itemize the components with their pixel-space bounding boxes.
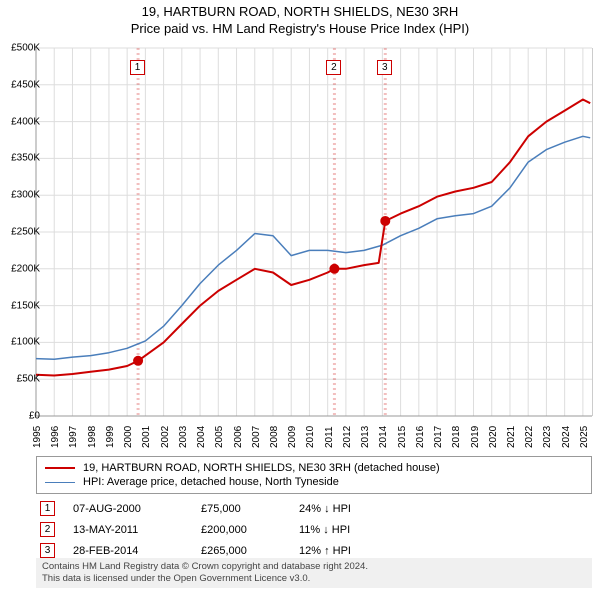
x-tick-label: 2010 bbox=[305, 426, 316, 448]
sale-date: 28-FEB-2014 bbox=[73, 545, 183, 557]
x-tick-label: 2022 bbox=[524, 426, 535, 448]
legend-swatch bbox=[45, 467, 75, 469]
y-tick-label: £250K bbox=[11, 227, 40, 238]
x-tick-label: 2023 bbox=[542, 426, 553, 448]
x-tick-label: 2016 bbox=[415, 426, 426, 448]
address-title: 19, HARTBURN ROAD, NORTH SHIELDS, NE30 3… bbox=[0, 4, 600, 21]
y-tick-label: £400K bbox=[11, 116, 40, 127]
x-tick-label: 2020 bbox=[488, 426, 499, 448]
legend-label: 19, HARTBURN ROAD, NORTH SHIELDS, NE30 3… bbox=[83, 462, 440, 474]
x-tick-label: 2025 bbox=[579, 426, 590, 448]
y-tick-label: £0 bbox=[29, 411, 40, 422]
y-tick-label: £450K bbox=[11, 79, 40, 90]
y-tick-label: £350K bbox=[11, 153, 40, 164]
x-tick-label: 1996 bbox=[50, 426, 61, 448]
footer-line-1: Contains HM Land Registry data © Crown c… bbox=[42, 561, 586, 573]
sale-row: 1 07-AUG-2000 £75,000 24% ↓ HPI bbox=[36, 498, 592, 519]
sale-row-marker: 1 bbox=[40, 501, 55, 516]
x-tick-label: 2002 bbox=[160, 426, 171, 448]
y-tick-label: £200K bbox=[11, 263, 40, 274]
y-tick-label: £50K bbox=[17, 374, 40, 385]
sale-price: £200,000 bbox=[201, 524, 281, 536]
sale-row-marker: 3 bbox=[40, 543, 55, 558]
y-tick-label: £150K bbox=[11, 300, 40, 311]
x-tick-label: 2008 bbox=[269, 426, 280, 448]
sale-date: 13-MAY-2011 bbox=[73, 524, 183, 536]
x-tick-label: 1998 bbox=[87, 426, 98, 448]
x-tick-label: 2018 bbox=[451, 426, 462, 448]
y-tick-label: £500K bbox=[11, 43, 40, 54]
x-tick-label: 2017 bbox=[433, 426, 444, 448]
x-tick-label: 2001 bbox=[141, 426, 152, 448]
x-tick-label: 2013 bbox=[360, 426, 371, 448]
sale-hpi-delta: 12% ↑ HPI bbox=[299, 545, 592, 557]
y-tick-label: £100K bbox=[11, 337, 40, 348]
x-tick-label: 2019 bbox=[470, 426, 481, 448]
sale-row: 2 13-MAY-2011 £200,000 11% ↓ HPI bbox=[36, 519, 592, 540]
x-tick-label: 2000 bbox=[123, 426, 134, 448]
x-tick-label: 1999 bbox=[105, 426, 116, 448]
x-tick-label: 2006 bbox=[233, 426, 244, 448]
x-tick-label: 2011 bbox=[324, 426, 335, 448]
x-tick-label: 1995 bbox=[32, 426, 43, 448]
legend-row: 19, HARTBURN ROAD, NORTH SHIELDS, NE30 3… bbox=[45, 461, 583, 475]
sale-hpi-delta: 24% ↓ HPI bbox=[299, 503, 592, 515]
chart-legend: 19, HARTBURN ROAD, NORTH SHIELDS, NE30 3… bbox=[36, 456, 592, 494]
footer-line-2: This data is licensed under the Open Gov… bbox=[42, 573, 586, 585]
x-tick-label: 2005 bbox=[214, 426, 225, 448]
chart-titles: 19, HARTBURN ROAD, NORTH SHIELDS, NE30 3… bbox=[0, 0, 600, 38]
x-tick-label: 2014 bbox=[378, 426, 389, 448]
chart-plot-area bbox=[36, 48, 593, 416]
x-tick-label: 2007 bbox=[251, 426, 262, 448]
x-tick-label: 2003 bbox=[178, 426, 189, 448]
sale-hpi-delta: 11% ↓ HPI bbox=[299, 524, 592, 536]
chart-container: 19, HARTBURN ROAD, NORTH SHIELDS, NE30 3… bbox=[0, 0, 600, 590]
x-tick-label: 2015 bbox=[397, 426, 408, 448]
x-tick-label: 2021 bbox=[506, 426, 517, 448]
sale-row-marker: 2 bbox=[40, 522, 55, 537]
sale-marker-box: 3 bbox=[377, 60, 392, 75]
sales-table: 1 07-AUG-2000 £75,000 24% ↓ HPI 2 13-MAY-2011… bbox=[36, 498, 592, 561]
x-tick-label: 2009 bbox=[287, 426, 298, 448]
legend-label: HPI: Average price, detached house, Nort… bbox=[83, 476, 339, 488]
sale-marker-box: 1 bbox=[130, 60, 145, 75]
x-tick-label: 2024 bbox=[561, 426, 572, 448]
x-tick-label: 2012 bbox=[342, 426, 353, 448]
data-attribution-footer: Contains HM Land Registry data © Crown c… bbox=[36, 558, 592, 588]
legend-row: HPI: Average price, detached house, Nort… bbox=[45, 475, 583, 489]
x-tick-label: 2004 bbox=[196, 426, 207, 448]
sale-marker-box: 2 bbox=[326, 60, 341, 75]
y-tick-label: £300K bbox=[11, 190, 40, 201]
sale-price: £75,000 bbox=[201, 503, 281, 515]
chart-subtitle: Price paid vs. HM Land Registry's House … bbox=[0, 21, 600, 38]
sale-date: 07-AUG-2000 bbox=[73, 503, 183, 515]
chart-svg bbox=[36, 48, 592, 416]
legend-swatch bbox=[45, 482, 75, 483]
sale-price: £265,000 bbox=[201, 545, 281, 557]
x-tick-label: 1997 bbox=[68, 426, 79, 448]
